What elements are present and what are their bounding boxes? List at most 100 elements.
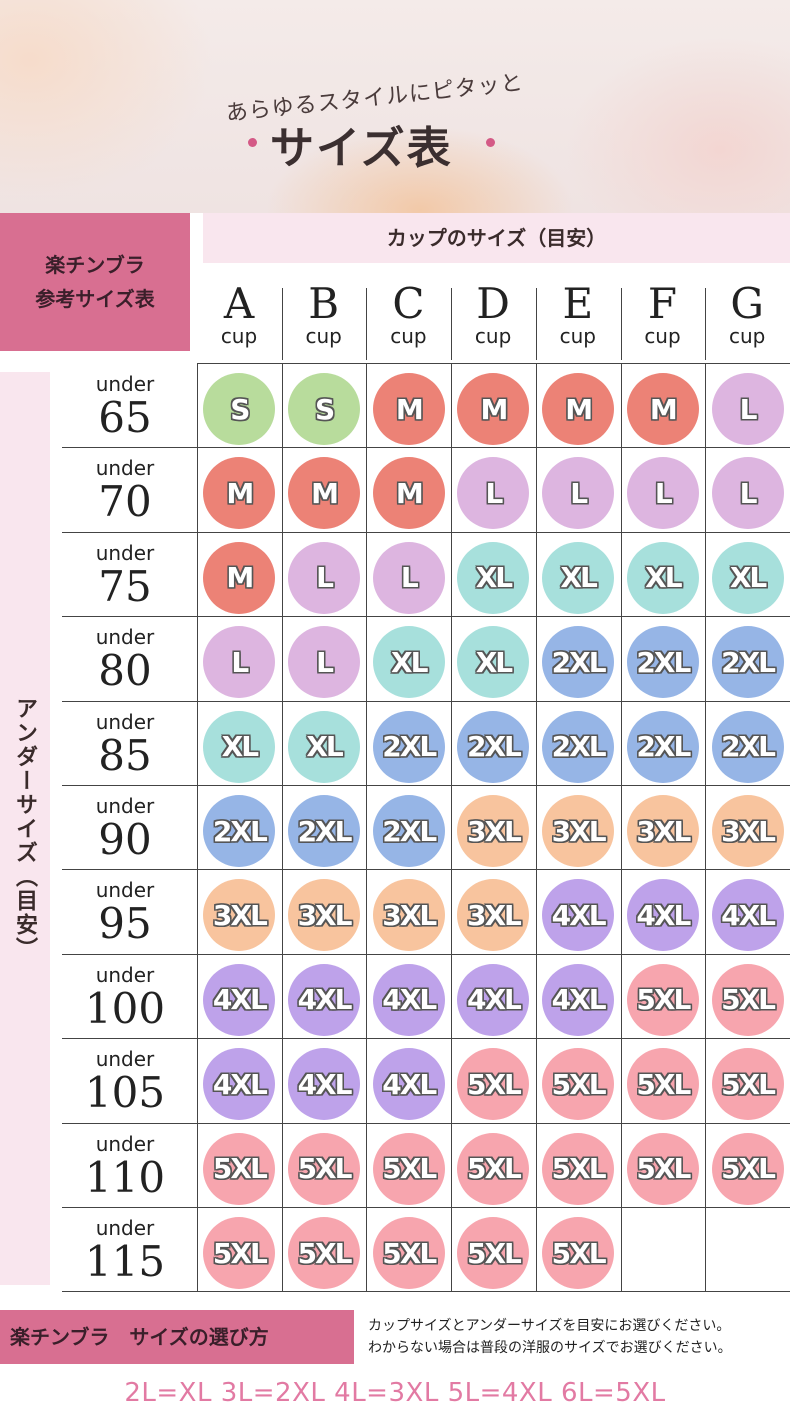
size-badge: 4XL (288, 1048, 361, 1121)
cup-letter: A (223, 279, 255, 328)
size-badge: 3XL (711, 795, 784, 867)
size-badge: XL (626, 541, 699, 614)
size-badge: 3XL (203, 879, 276, 952)
row-prefix: under (95, 962, 155, 987)
header-divider (451, 288, 453, 360)
size-badge: 4XL (711, 879, 784, 952)
row-value: 90 (98, 815, 152, 864)
size-badge: 5XL (372, 1217, 445, 1289)
row-divider (197, 363, 790, 364)
size-badge: XL (457, 626, 530, 699)
size-badge: 5XL (203, 1132, 276, 1205)
row-value: 65 (98, 393, 152, 442)
row-header-110: under 110 (80, 1133, 170, 1201)
size-badge: S (203, 373, 276, 445)
header-divider (535, 288, 537, 360)
size-badge: 5XL (203, 1217, 276, 1289)
row-divider (62, 700, 790, 702)
row-value: 85 (98, 730, 152, 780)
column-divider (281, 363, 283, 1292)
footer-label: 楽チンブラ サイズの選び方 (0, 1310, 354, 1364)
under-size-header-text: アンダーサイズ（目安） (12, 696, 38, 961)
size-badge: 5XL (626, 1048, 699, 1121)
size-badge: 2XL (372, 710, 445, 783)
size-badge: 2XL (542, 710, 615, 783)
size-badge: 4XL (542, 963, 615, 1036)
size-badge: L (203, 626, 276, 699)
size-badge: 2XL (711, 710, 784, 783)
row-prefix: under (95, 540, 155, 565)
row-header-75: under 75 (80, 542, 170, 610)
row-divider (62, 1207, 790, 1208)
size-badge: 4XL (203, 963, 276, 1036)
row-prefix: under (95, 1216, 155, 1240)
cup-unit: cup (559, 324, 596, 348)
size-badge: M (457, 373, 530, 445)
table-label-line2: 参考サイズ表 (35, 287, 155, 311)
row-divider (62, 1038, 790, 1040)
size-badge: 5XL (542, 1048, 615, 1121)
column-divider (535, 363, 537, 1292)
bullet-dot-right (486, 138, 495, 147)
size-badge: L (626, 457, 699, 530)
row-prefix: under (95, 372, 155, 396)
size-badge: M (542, 373, 615, 445)
row-header-105: under 105 (80, 1048, 170, 1116)
column-divider (705, 363, 707, 1292)
size-badge: 5XL (711, 1132, 784, 1205)
cup-unit: cup (729, 324, 766, 348)
row-header-90: under 90 (80, 795, 170, 863)
size-badge: 2XL (372, 795, 445, 867)
size-badge: 3XL (542, 795, 615, 867)
size-badge: 2XL (542, 626, 615, 699)
size-badge: L (288, 541, 361, 614)
size-badge: M (626, 373, 699, 445)
size-badge: XL (372, 626, 445, 699)
row-header-85: under 85 (80, 711, 170, 779)
row-value: 80 (98, 646, 152, 696)
cup-letter: F (647, 279, 678, 328)
size-badge: 3XL (457, 795, 530, 867)
size-badge: L (372, 541, 445, 614)
size-badge: 5XL (626, 1132, 699, 1205)
size-badge: 4XL (372, 1048, 445, 1121)
size-badge: M (203, 541, 276, 614)
row-value: 115 (84, 1237, 166, 1286)
size-badge: 5XL (542, 1217, 615, 1289)
row-header-70: under 70 (80, 457, 170, 525)
size-badge: 5XL (626, 963, 699, 1036)
row-divider (62, 1122, 790, 1124)
row-divider (62, 616, 790, 618)
table-label: 楽チンブラ 参考サイズ表 (0, 213, 190, 351)
size-badge: S (288, 373, 361, 445)
size-badge: 5XL (711, 963, 784, 1036)
row-value: 100 (84, 983, 166, 1033)
size-badge: L (288, 626, 361, 699)
cup-letter: B (308, 279, 340, 328)
size-badge: 4XL (203, 1048, 276, 1121)
banner: あらゆるスタイルにピタッと サイズ表 (0, 0, 790, 213)
cup-unit: cup (474, 324, 512, 348)
size-badge: M (372, 373, 445, 445)
size-badge: M (288, 457, 361, 530)
size-badge: 2XL (457, 710, 530, 783)
size-badge: XL (711, 541, 784, 614)
row-value: 110 (84, 1152, 166, 1202)
row-header-115: under 115 (80, 1217, 170, 1285)
row-prefix: under (95, 878, 155, 903)
row-prefix: under (95, 1047, 155, 1072)
size-badge: 3XL (626, 795, 699, 867)
row-header-80: under 80 (80, 626, 170, 694)
size-badge: 5XL (711, 1048, 784, 1121)
size-badge: XL (288, 710, 361, 783)
size-badge: 2XL (288, 795, 361, 867)
header-divider (281, 288, 283, 360)
banner-title: サイズ表 (270, 123, 453, 174)
cup-letter: C (392, 279, 425, 328)
size-badge: 4XL (288, 963, 361, 1036)
